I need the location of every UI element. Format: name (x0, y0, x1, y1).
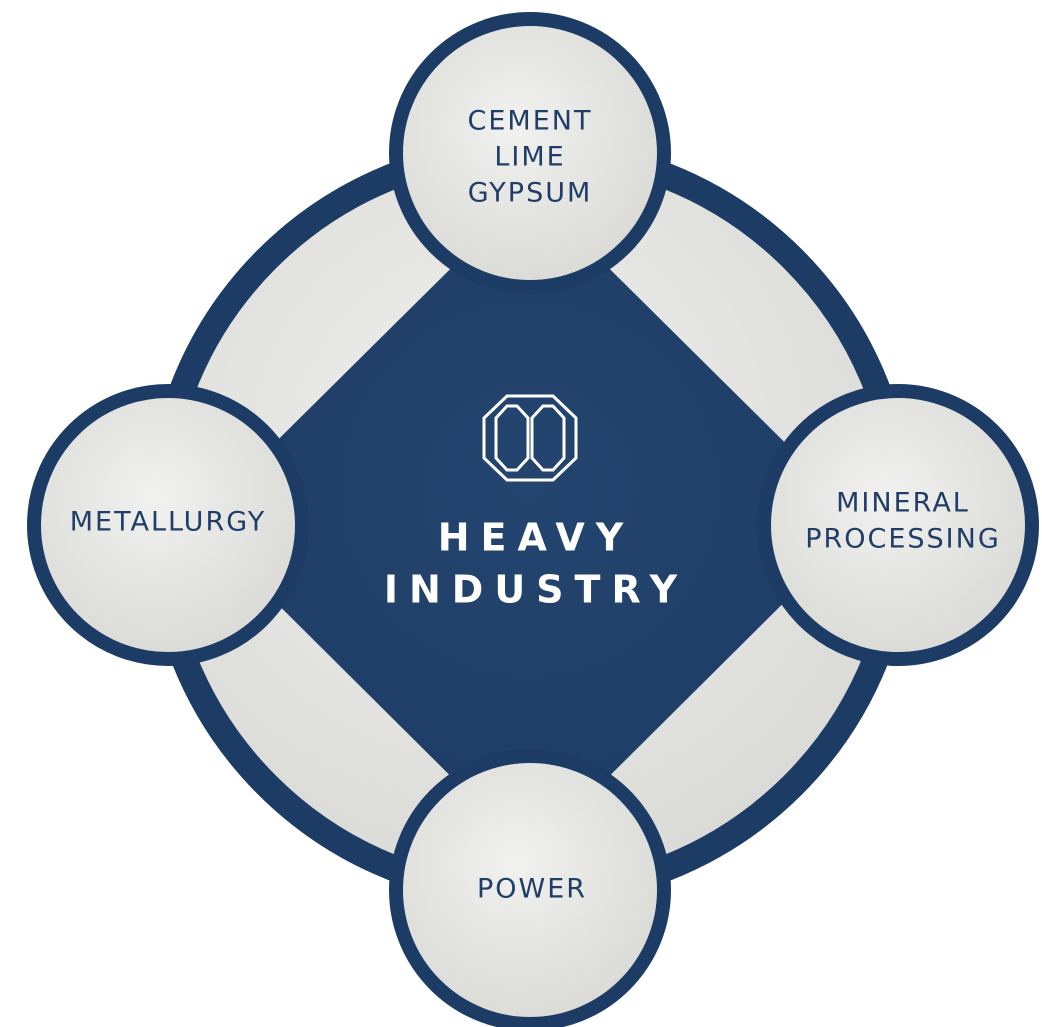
node-label: GYPSUM (468, 178, 593, 209)
center-title: HEAVY (438, 516, 635, 560)
node-label: METALLURGY (70, 507, 267, 538)
node-label: PROCESSING (805, 524, 1001, 555)
node-label: POWER (477, 874, 587, 905)
center-title: INDUSTRY (384, 568, 688, 612)
node-label: LIME (494, 142, 565, 173)
node-label: CEMENT (468, 106, 593, 137)
node-label: MINERAL (836, 488, 970, 519)
diagram: CEMENT LIME GYPSUM MINERAL PROCESSING POWER ME… (0, 0, 1042, 1027)
